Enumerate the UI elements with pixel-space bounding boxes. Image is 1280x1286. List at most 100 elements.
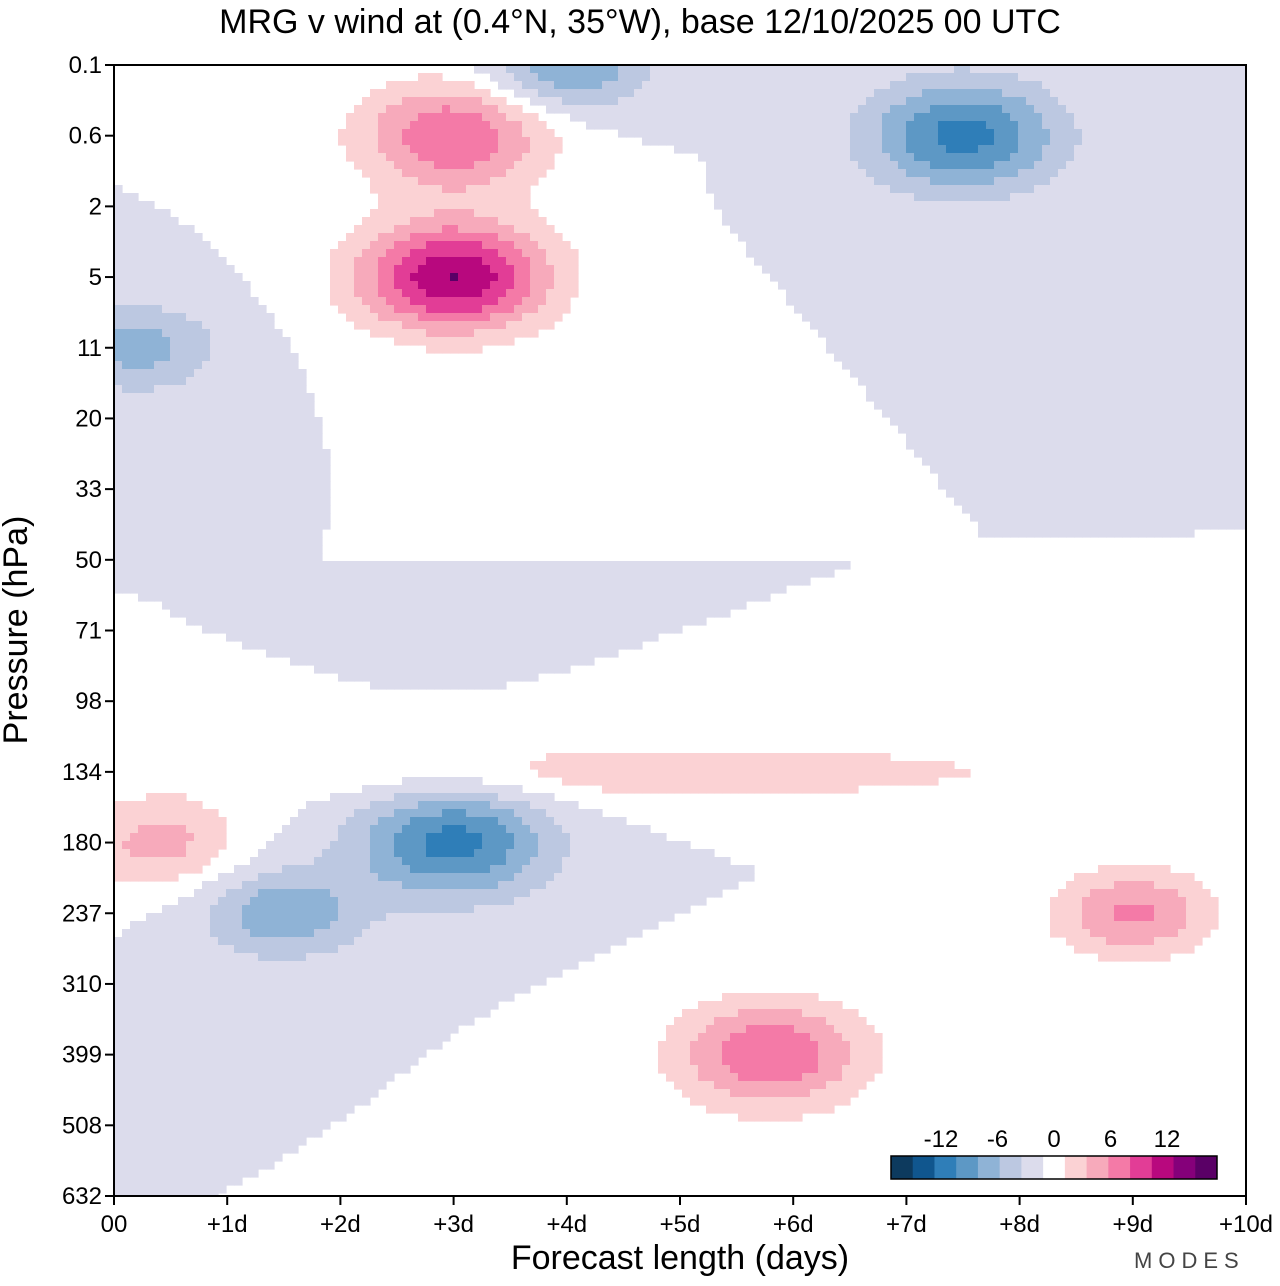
contour-cell: [1074, 89, 1083, 98]
contour-cell: [546, 105, 555, 114]
contour-cell: [354, 281, 363, 290]
contour-cell: [538, 161, 547, 170]
contour-cell: [1042, 497, 1051, 506]
contour-cell: [1170, 233, 1179, 242]
contour-cell: [186, 289, 195, 298]
contour-cell: [978, 369, 987, 378]
contour-cell: [394, 249, 403, 258]
contour-cell: [426, 217, 435, 226]
contour-cell: [522, 81, 531, 90]
contour-cell: [466, 329, 475, 338]
contour-cell: [1066, 305, 1075, 314]
contour-cell: [922, 441, 931, 450]
contour-cell: [506, 289, 515, 298]
contour-cell: [1130, 177, 1139, 186]
contour-cell: [1202, 305, 1211, 314]
contour-cell: [794, 193, 803, 202]
contour-cell: [1058, 489, 1067, 498]
contour-cell: [1162, 273, 1171, 282]
contour-cell: [1186, 401, 1195, 410]
contour-cell: [1010, 353, 1019, 362]
contour-cell: [866, 369, 875, 378]
contour-cell: [954, 353, 963, 362]
contour-cell: [1010, 449, 1019, 458]
contour-cell: [1058, 385, 1067, 394]
contour-cell: [986, 409, 995, 418]
contour-cell: [434, 161, 443, 170]
contour-cell: [250, 481, 259, 490]
contour-cell: [698, 153, 707, 162]
contour-cell: [794, 273, 803, 282]
contour-cell: [474, 129, 483, 138]
contour-cell: [970, 321, 979, 330]
contour-cell: [1098, 449, 1107, 458]
contour-cell: [882, 249, 891, 258]
contour-cell: [170, 265, 179, 274]
contour-cell: [1234, 497, 1243, 506]
contour-cell: [466, 81, 475, 90]
contour-cell: [138, 209, 147, 218]
contour-cell: [1234, 257, 1243, 266]
contour-cell: [298, 433, 307, 442]
contour-cell: [810, 65, 819, 74]
contour-cell: [970, 305, 979, 314]
contour-cell: [722, 89, 731, 98]
contour-cell: [834, 81, 843, 90]
contour-cell: [698, 65, 707, 74]
contour-cell: [850, 145, 859, 154]
contour-cell: [1106, 225, 1115, 234]
contour-cell: [730, 97, 739, 106]
contour-cell: [506, 65, 515, 74]
contour-cell: [178, 225, 187, 234]
contour-cell: [666, 121, 675, 130]
contour-cell: [394, 105, 403, 114]
contour-cell: [802, 129, 811, 138]
contour-cell: [1066, 409, 1075, 418]
contour-cell: [802, 281, 811, 290]
contour-cell: [1242, 289, 1246, 298]
contour-cell: [874, 169, 883, 178]
contour-cell: [1026, 457, 1035, 466]
contour-cell: [170, 433, 179, 442]
contour-cell: [1106, 385, 1115, 394]
contour-cell: [490, 305, 499, 314]
contour-cell: [178, 377, 187, 386]
contour-cell: [122, 441, 131, 450]
contour-cell: [114, 249, 123, 258]
contour-cell: [1010, 337, 1019, 346]
contour-cell: [1146, 249, 1155, 258]
contour-cell: [218, 505, 227, 514]
contour-cell: [1178, 137, 1187, 146]
contour-cell: [194, 321, 203, 330]
contour-cell: [530, 89, 539, 98]
contour-cell: [146, 217, 155, 226]
contour-cell: [1034, 201, 1043, 210]
contour-cell: [922, 153, 931, 162]
contour-cell: [1210, 505, 1219, 514]
contour-cell: [1210, 337, 1219, 346]
contour-cell: [938, 329, 947, 338]
contour-cell: [1194, 201, 1203, 210]
contour-cell: [810, 129, 819, 138]
contour-cell: [962, 353, 971, 362]
contour-cell: [370, 265, 379, 274]
contour-cell: [1234, 345, 1243, 354]
contour-cell: [898, 305, 907, 314]
contour-cell: [1018, 161, 1027, 170]
contour-cell: [1194, 121, 1203, 130]
contour-cell: [946, 417, 955, 426]
contour-cell: [1122, 169, 1131, 178]
contour-cell: [970, 177, 979, 186]
contour-cell: [930, 241, 939, 250]
contour-cell: [962, 393, 971, 402]
contour-cell: [922, 201, 931, 210]
contour-cell: [778, 273, 787, 282]
contour-cell: [626, 105, 635, 114]
contour-cell: [1218, 73, 1227, 82]
contour-cell: [970, 193, 979, 202]
contour-cell: [1138, 449, 1147, 458]
contour-cell: [706, 145, 715, 154]
contour-cell: [834, 185, 843, 194]
contour-cell: [202, 265, 211, 274]
contour-cell: [922, 401, 931, 410]
